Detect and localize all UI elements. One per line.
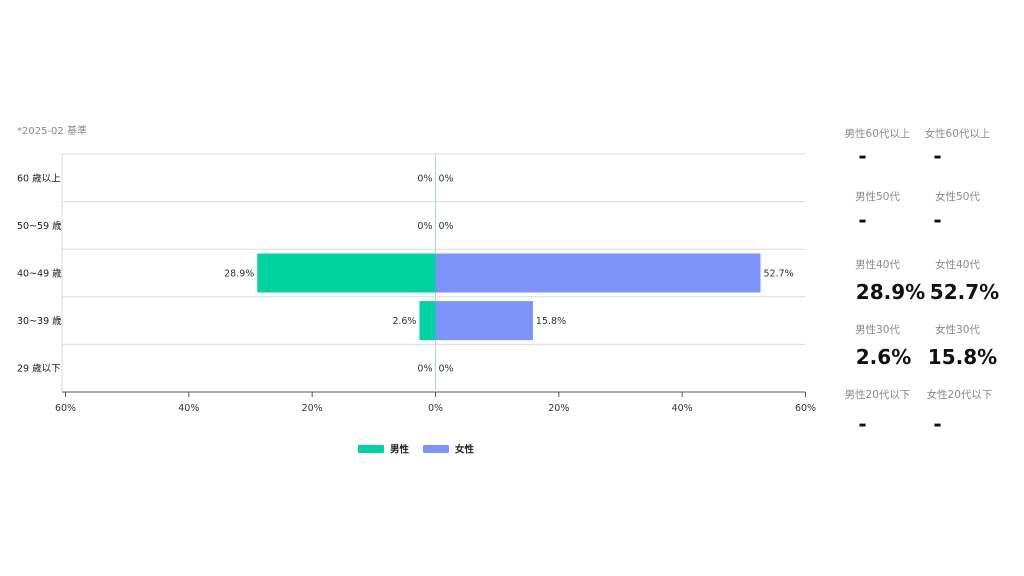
legend-swatch-male — [358, 445, 384, 453]
stat-value-female-20: - — [933, 412, 942, 436]
legend-swatch-female — [423, 445, 449, 453]
data-label-male: 0% — [417, 364, 432, 375]
stat-value-female-40: 52.7% — [929, 280, 1000, 304]
stat-value-male-20: - — [858, 412, 867, 436]
stat-value-male-40: 28.9% — [855, 280, 926, 304]
stat-value-male-60: - — [858, 144, 867, 168]
category-label: 29 歳以下 — [17, 363, 61, 375]
stat-label-male-50: 男性50代 — [855, 191, 900, 203]
age-gender-bar-chart: 60% 40% 20% 0% 20% 40% 60% 60 歳以上 0% 0% 50~59 歳 0% 0… — [17, 153, 816, 456]
x-tick-label: 40% — [672, 403, 693, 414]
category-label: 30~39 歳 — [17, 315, 62, 327]
stat-value-female-30: 15.8% — [927, 345, 998, 369]
x-tick-label: 20% — [302, 403, 323, 414]
bar-male — [419, 301, 436, 341]
legend-label-male: 男性 — [390, 444, 410, 456]
data-label-female: 15.8% — [536, 316, 566, 327]
stat-label-female-60: 女性60代以上 — [924, 128, 991, 140]
stat-label-male-40: 男性40代 — [855, 259, 900, 271]
data-label-female: 0% — [439, 364, 454, 375]
x-tick-label: 0% — [428, 403, 443, 414]
bar-male — [257, 253, 436, 293]
data-label-male: 2.6% — [392, 316, 416, 327]
x-tick-label: 20% — [548, 403, 569, 414]
bar-female — [435, 253, 761, 293]
stat-value-male-50: - — [858, 208, 867, 232]
data-label-male: 0% — [417, 221, 432, 232]
category-label: 40~49 歳 — [17, 268, 62, 280]
stat-label-male-30: 男性30代 — [855, 324, 900, 336]
x-tick-label: 60% — [795, 403, 816, 414]
stat-label-male-20: 男性20代以下 — [844, 389, 911, 401]
stats-panel: 男性60代以上 女性60代以上 - - 男性50代 女性50代 - - 男性40… — [830, 0, 1020, 576]
data-label-male: 28.9% — [224, 269, 254, 280]
stat-value-female-50: - — [933, 208, 942, 232]
bar-female — [435, 301, 533, 341]
basis-date-label: *2025-02 基準 — [17, 126, 87, 137]
stat-value-male-30: 2.6% — [855, 345, 912, 369]
data-label-female: 0% — [439, 173, 454, 184]
stat-label-female-40: 女性40代 — [935, 259, 980, 271]
legend-label-female: 女性 — [455, 444, 475, 456]
x-tick-label: 60% — [55, 403, 76, 414]
x-tick-label: 40% — [178, 403, 199, 414]
data-label-female: 0% — [439, 221, 454, 232]
stat-value-female-60: - — [933, 144, 942, 168]
stat-label-female-20: 女性20代以下 — [926, 389, 993, 401]
stat-label-female-30: 女性30代 — [935, 324, 980, 336]
stat-label-male-60: 男性60代以上 — [844, 128, 911, 140]
stat-label-female-50: 女性50代 — [935, 191, 980, 203]
category-label: 50~59 歳 — [17, 220, 62, 232]
data-label-female: 52.7% — [763, 269, 793, 280]
data-label-male: 0% — [417, 173, 432, 184]
category-label: 60 歳以上 — [17, 172, 61, 184]
